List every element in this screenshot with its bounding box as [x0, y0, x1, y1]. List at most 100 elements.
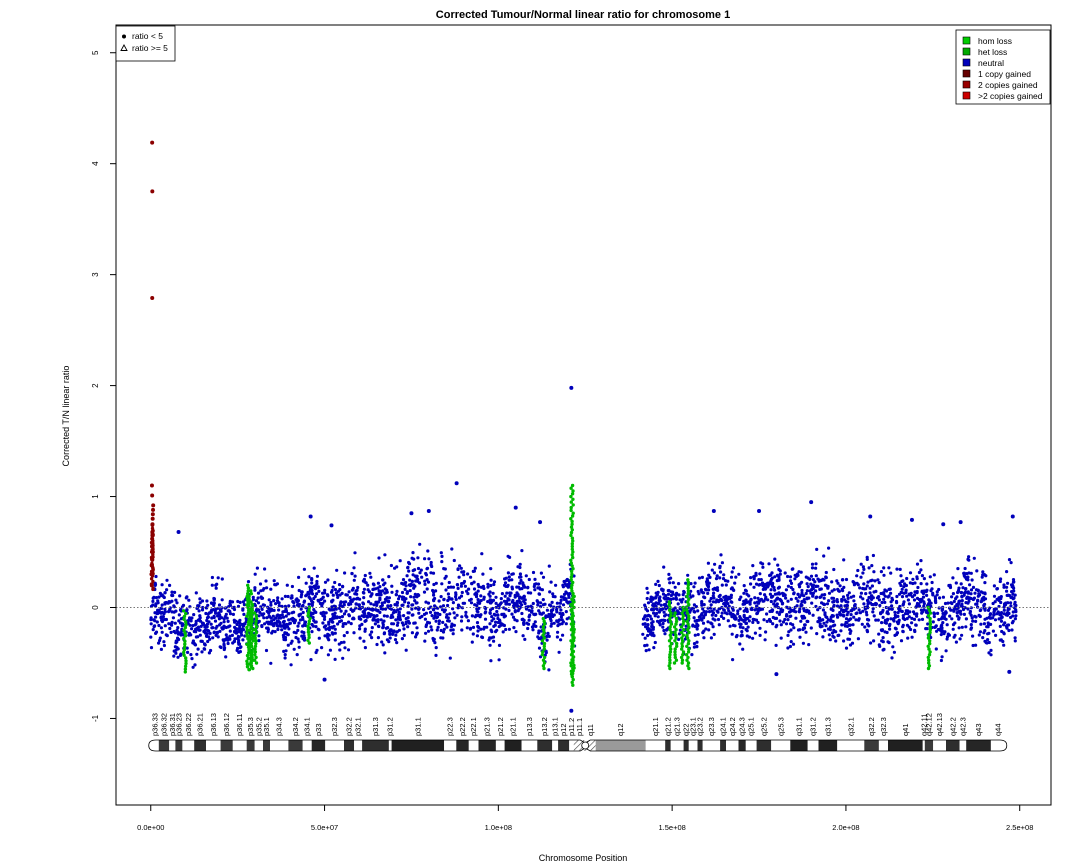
neutral-point: [1011, 619, 1015, 623]
loss-point: [687, 603, 691, 607]
neutral-point: [444, 623, 448, 627]
neutral-point: [342, 634, 346, 638]
outlier-point: [538, 520, 543, 525]
neutral-point: [161, 615, 165, 619]
neutral-point: [390, 590, 394, 594]
neutral-point: [862, 602, 866, 606]
neutral-point: [379, 618, 383, 622]
loss-point: [541, 616, 545, 621]
neutral-point: [789, 640, 793, 644]
loss-point: [249, 589, 253, 593]
neutral-point: [330, 599, 334, 603]
neutral-point: [979, 608, 983, 612]
neutral-point: [241, 600, 245, 604]
neutral-point: [162, 643, 166, 648]
neutral-point: [295, 653, 299, 657]
neutral-point: [406, 601, 411, 605]
neutral-point: [311, 615, 315, 620]
neutral-point: [190, 627, 194, 631]
neutral-point: [175, 601, 179, 605]
neutral-point: [797, 609, 801, 613]
neutral-point: [466, 572, 470, 576]
neutral-point: [210, 626, 214, 630]
loss-point: [249, 611, 254, 615]
neutral-point: [562, 592, 567, 597]
loss-point: [926, 655, 930, 660]
neutral-point: [778, 619, 782, 623]
neutral-point: [889, 591, 893, 595]
neutral-point: [731, 566, 736, 570]
neutral-point: [200, 599, 205, 603]
neutral-point: [969, 588, 974, 592]
neutral-point: [731, 623, 736, 628]
neutral-point: [957, 586, 961, 590]
neutral-point: [798, 635, 802, 639]
neutral-point: [238, 627, 242, 631]
neutral-point: [811, 593, 815, 598]
neutral-point: [518, 587, 522, 591]
neutral-point: [152, 625, 156, 629]
neutral-point: [488, 636, 492, 640]
neutral-point: [510, 612, 514, 616]
loss-point: [250, 630, 254, 635]
neutral-point: [761, 583, 765, 588]
neutral-point: [925, 582, 929, 586]
legend-swatch: [962, 36, 971, 45]
neutral-point: [1002, 623, 1006, 627]
neutral-point: [857, 608, 861, 612]
neutral-point: [917, 602, 921, 606]
neutral-point: [486, 582, 490, 586]
neutral-point: [993, 618, 998, 622]
neutral-point: [426, 601, 431, 605]
band-label: q24.3: [738, 717, 747, 736]
neutral-point: [222, 642, 226, 646]
neutral-point: [338, 648, 342, 652]
neutral-point: [292, 621, 297, 625]
neutral-point: [284, 607, 288, 611]
neutral-point: [526, 626, 530, 631]
neutral-point: [149, 646, 154, 650]
neutral-point: [445, 613, 449, 617]
gain-point: [150, 536, 155, 541]
neutral-point: [764, 630, 768, 634]
loss-point: [687, 666, 691, 671]
neutral-point: [389, 604, 393, 608]
neutral-point: [753, 601, 757, 605]
neutral-point: [722, 595, 726, 599]
neutral-point: [883, 630, 887, 634]
neutral-point: [154, 615, 158, 619]
neutral-point: [842, 585, 846, 590]
neutral-point: [778, 572, 782, 576]
band-q42-2: [946, 740, 960, 751]
neutral-point: [269, 616, 273, 620]
neutral-point: [777, 612, 782, 617]
band-label: p12: [559, 723, 568, 736]
neutral-point: [275, 599, 280, 603]
neutral-point: [246, 580, 251, 584]
neutral-point: [406, 566, 410, 570]
neutral-point: [287, 604, 291, 608]
neutral-point: [906, 598, 911, 602]
neutral-point: [940, 607, 945, 611]
loss-point: [675, 641, 679, 646]
neutral-point: [878, 603, 882, 608]
neutral-point: [969, 623, 973, 627]
band-p13-1: [552, 740, 559, 751]
neutral-point: [831, 608, 835, 613]
neutral-point: [441, 604, 446, 608]
neutral-point: [210, 583, 214, 587]
legend-swatch: [962, 58, 971, 67]
neutral-point: [895, 594, 899, 599]
loss-point: [570, 589, 574, 593]
neutral-point: [899, 574, 903, 578]
loss-point: [927, 661, 931, 665]
neutral-point: [664, 607, 668, 611]
neutral-point: [662, 565, 666, 569]
neutral-point: [490, 630, 494, 634]
neutral-point: [661, 592, 666, 596]
loss-point: [249, 625, 254, 629]
neutral-point: [170, 610, 174, 614]
loss-point: [249, 661, 253, 665]
neutral-point: [668, 581, 672, 585]
